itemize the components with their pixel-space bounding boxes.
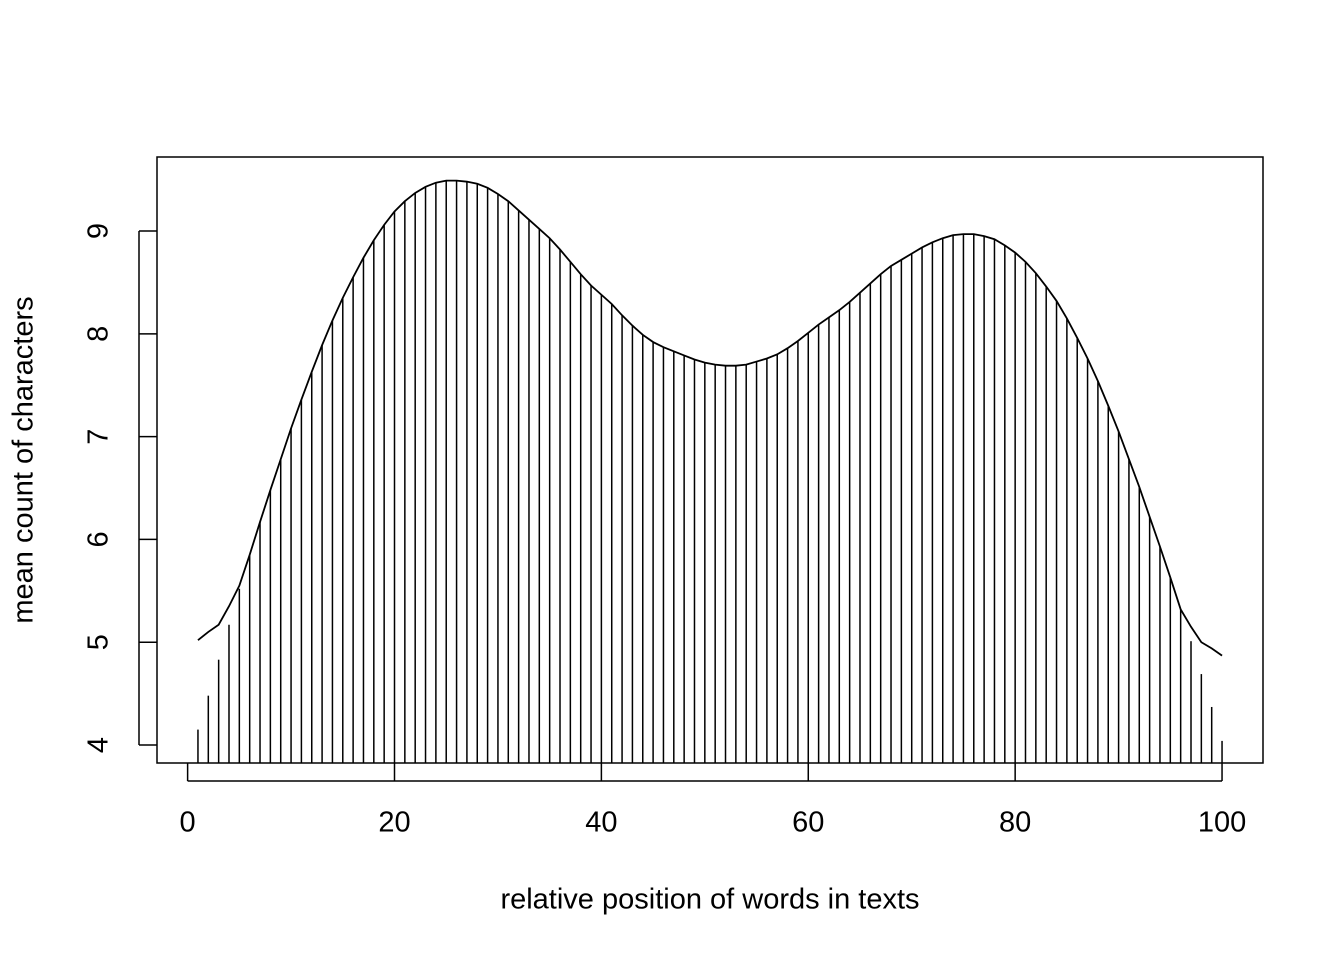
plot-box [156, 156, 1264, 764]
y-axis-label: mean count of characters [8, 296, 40, 623]
y-tick-label: 9 [83, 223, 115, 239]
y-tick-label: 5 [83, 634, 115, 650]
y-tick-label: 4 [83, 737, 115, 753]
x-tick-label: 20 [378, 807, 410, 839]
x-tick-label: 60 [792, 807, 824, 839]
x-tick-label: 80 [999, 807, 1031, 839]
y-tick-label: 6 [83, 531, 115, 547]
x-tick-label: 0 [180, 807, 196, 839]
y-tick-label: 7 [83, 429, 115, 445]
line [197, 179, 1223, 657]
x-tick-label: 40 [585, 807, 617, 839]
x-tick-label: 100 [1198, 807, 1246, 839]
y-tick-label: 8 [83, 326, 115, 342]
x-axis-label: relative position of words in texts [500, 884, 919, 916]
